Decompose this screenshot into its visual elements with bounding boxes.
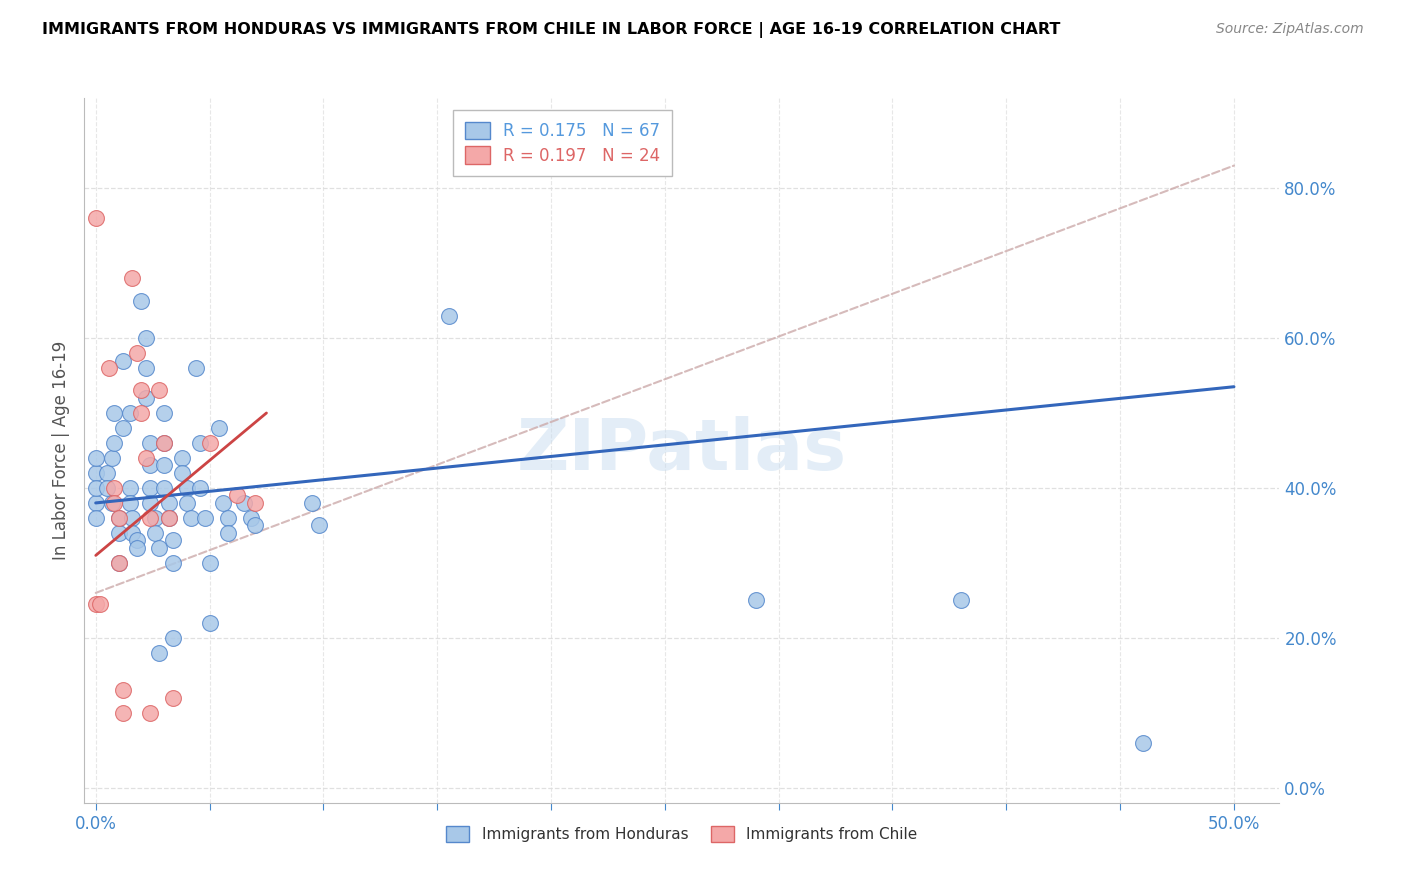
Point — [96, 466, 118, 480]
Point — [103, 496, 125, 510]
Point — [172, 466, 194, 480]
Point — [157, 496, 180, 510]
Text: ZIPatlas: ZIPatlas — [517, 416, 846, 485]
Point — [176, 481, 198, 495]
Point — [121, 271, 143, 285]
Point — [437, 309, 460, 323]
Point — [148, 384, 170, 398]
Point — [98, 361, 121, 376]
Point — [157, 511, 180, 525]
Point — [153, 436, 176, 450]
Point — [153, 481, 176, 495]
Text: IMMIGRANTS FROM HONDURAS VS IMMIGRANTS FROM CHILE IN LABOR FORCE | AGE 16-19 COR: IMMIGRANTS FROM HONDURAS VS IMMIGRANTS F… — [42, 22, 1060, 38]
Point — [135, 450, 157, 465]
Point — [1132, 736, 1154, 750]
Point — [121, 525, 143, 540]
Point — [949, 593, 972, 607]
Point — [157, 511, 180, 525]
Point — [129, 293, 152, 308]
Point — [176, 496, 198, 510]
Point — [190, 436, 212, 450]
Legend: Immigrants from Honduras, Immigrants from Chile: Immigrants from Honduras, Immigrants fro… — [440, 820, 924, 848]
Point — [162, 690, 184, 705]
Point — [139, 706, 162, 720]
Point — [143, 525, 166, 540]
Point — [135, 361, 157, 376]
Point — [143, 511, 166, 525]
Point — [129, 384, 152, 398]
Point — [89, 597, 111, 611]
Point — [84, 466, 107, 480]
Point — [118, 406, 141, 420]
Point — [301, 496, 323, 510]
Point — [103, 436, 125, 450]
Point — [84, 597, 107, 611]
Point — [112, 421, 135, 435]
Point — [217, 511, 239, 525]
Point — [153, 458, 176, 473]
Point — [125, 533, 148, 548]
Point — [745, 593, 768, 607]
Point — [84, 511, 107, 525]
Point — [107, 511, 129, 525]
Point — [129, 406, 152, 420]
Point — [190, 481, 212, 495]
Point — [121, 511, 143, 525]
Point — [180, 511, 202, 525]
Point — [103, 406, 125, 420]
Point — [84, 496, 107, 510]
Point — [103, 481, 125, 495]
Point — [135, 391, 157, 405]
Point — [107, 511, 129, 525]
Point — [125, 346, 148, 360]
Point — [232, 496, 254, 510]
Point — [118, 496, 141, 510]
Point — [135, 331, 157, 345]
Point — [172, 450, 194, 465]
Point — [243, 518, 266, 533]
Point — [107, 556, 129, 570]
Point — [212, 496, 235, 510]
Point — [225, 488, 247, 502]
Point — [112, 353, 135, 368]
Point — [308, 518, 330, 533]
Point — [162, 631, 184, 645]
Point — [217, 525, 239, 540]
Point — [239, 511, 262, 525]
Point — [148, 541, 170, 555]
Point — [162, 533, 184, 548]
Point — [139, 511, 162, 525]
Point — [139, 481, 162, 495]
Point — [148, 646, 170, 660]
Point — [84, 450, 107, 465]
Point — [100, 450, 122, 465]
Point — [112, 683, 135, 698]
Point — [96, 481, 118, 495]
Point — [139, 496, 162, 510]
Point — [153, 406, 176, 420]
Point — [118, 481, 141, 495]
Text: Source: ZipAtlas.com: Source: ZipAtlas.com — [1216, 22, 1364, 37]
Point — [198, 615, 221, 630]
Point — [84, 481, 107, 495]
Point — [208, 421, 231, 435]
Point — [243, 496, 266, 510]
Point — [100, 496, 122, 510]
Point — [112, 706, 135, 720]
Point — [194, 511, 217, 525]
Point — [139, 458, 162, 473]
Point — [84, 211, 107, 225]
Point — [153, 436, 176, 450]
Point — [125, 541, 148, 555]
Point — [198, 556, 221, 570]
Point — [107, 525, 129, 540]
Y-axis label: In Labor Force | Age 16-19: In Labor Force | Age 16-19 — [52, 341, 70, 560]
Point — [107, 556, 129, 570]
Point — [198, 436, 221, 450]
Point — [162, 556, 184, 570]
Point — [139, 436, 162, 450]
Point — [184, 361, 207, 376]
